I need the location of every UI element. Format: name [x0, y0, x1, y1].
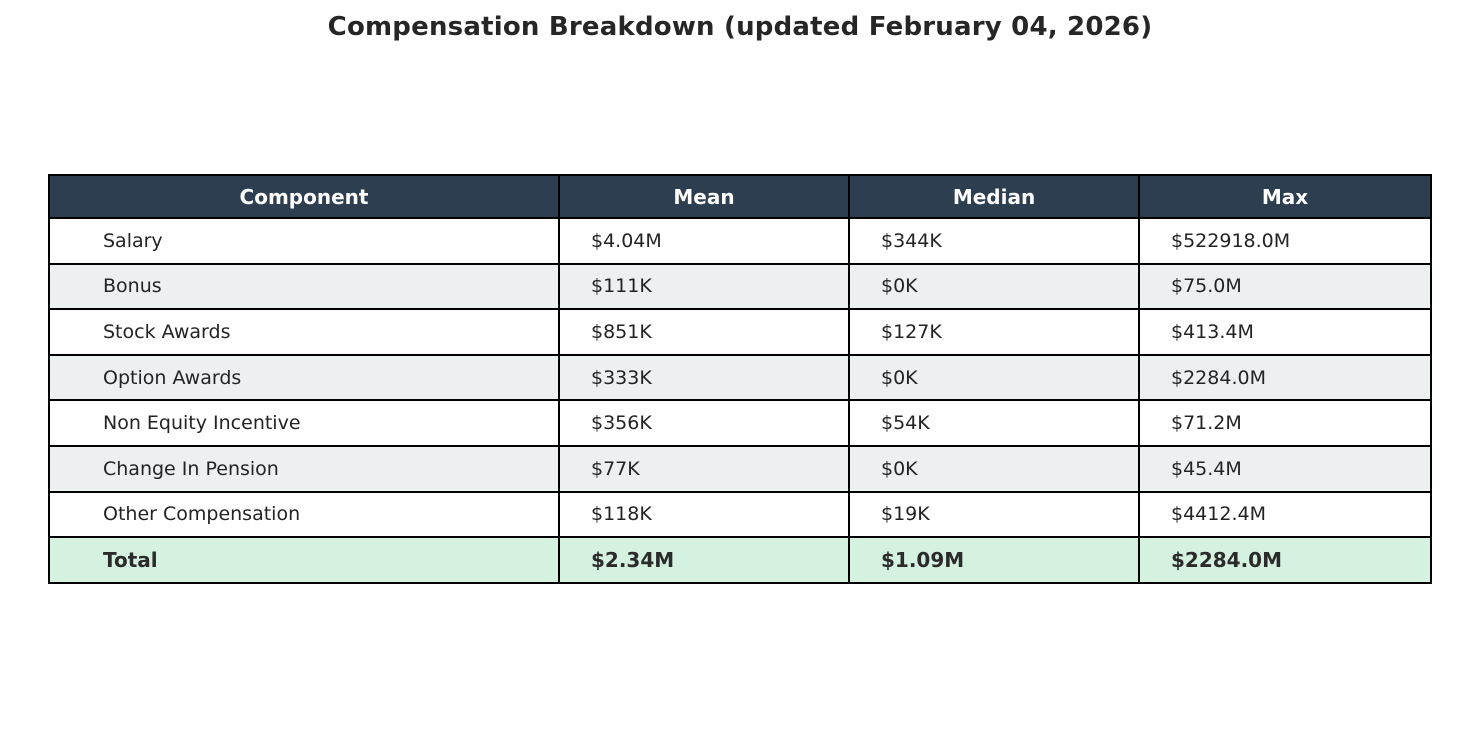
page-title: Compensation Breakdown (updated February… — [327, 12, 1153, 42]
table-row-stock-awards: Stock Awards $851K $127K $413.4M — [48, 308, 1432, 356]
column-header-mean: Mean — [558, 174, 850, 219]
cell-max: $413.4M — [1138, 308, 1432, 356]
cell-median: $0K — [848, 353, 1140, 402]
cell-mean: $118K — [558, 490, 850, 539]
header-row: Component Mean Median Max — [48, 174, 1432, 219]
table-row-total: Total $2.34M $1.09M $2284.0M — [48, 536, 1432, 584]
cell-mean: $4.04M — [558, 217, 850, 265]
column-header-median: Median — [848, 174, 1140, 219]
table-header: Component Mean Median Max — [48, 174, 1432, 219]
cell-component: Other Compensation — [48, 490, 560, 539]
cell-mean: $333K — [558, 353, 850, 402]
cell-max: $4412.4M — [1138, 490, 1432, 539]
cell-max: $45.4M — [1138, 444, 1432, 493]
table-row-change-in-pension: Change In Pension $77K $0K $45.4M — [48, 444, 1432, 493]
cell-median: $127K — [848, 308, 1140, 356]
cell-max-total: $2284.0M — [1138, 536, 1432, 584]
cell-max: $71.2M — [1138, 399, 1432, 447]
column-header-component: Component — [48, 174, 560, 219]
column-header-max: Max — [1138, 174, 1432, 219]
cell-component: Option Awards — [48, 353, 560, 402]
cell-median: $0K — [848, 262, 1140, 311]
cell-max: $75.0M — [1138, 262, 1432, 311]
compensation-table: Component Mean Median Max Salary $4.04M … — [48, 174, 1432, 584]
cell-component-total: Total — [48, 536, 560, 584]
cell-mean: $851K — [558, 308, 850, 356]
cell-mean: $77K — [558, 444, 850, 493]
table-row-bonus: Bonus $111K $0K $75.0M — [48, 262, 1432, 311]
cell-median: $19K — [848, 490, 1140, 539]
table-body: Salary $4.04M $344K $522918.0M Bonus $11… — [48, 217, 1432, 584]
table-row-salary: Salary $4.04M $344K $522918.0M — [48, 217, 1432, 265]
cell-mean: $356K — [558, 399, 850, 447]
table-row-option-awards: Option Awards $333K $0K $2284.0M — [48, 353, 1432, 402]
cell-component: Change In Pension — [48, 444, 560, 493]
table-row-other-compensation: Other Compensation $118K $19K $4412.4M — [48, 490, 1432, 539]
cell-max: $2284.0M — [1138, 353, 1432, 402]
cell-median: $54K — [848, 399, 1140, 447]
cell-mean-total: $2.34M — [558, 536, 850, 584]
cell-median: $0K — [848, 444, 1140, 493]
cell-max: $522918.0M — [1138, 217, 1432, 265]
cell-median-total: $1.09M — [848, 536, 1140, 584]
cell-component: Non Equity Incentive — [48, 399, 560, 447]
cell-component: Salary — [48, 217, 560, 265]
cell-component: Stock Awards — [48, 308, 560, 356]
cell-mean: $111K — [558, 262, 850, 311]
cell-component: Bonus — [48, 262, 560, 311]
table-row-non-equity-incentive: Non Equity Incentive $356K $54K $71.2M — [48, 399, 1432, 447]
cell-median: $344K — [848, 217, 1140, 265]
